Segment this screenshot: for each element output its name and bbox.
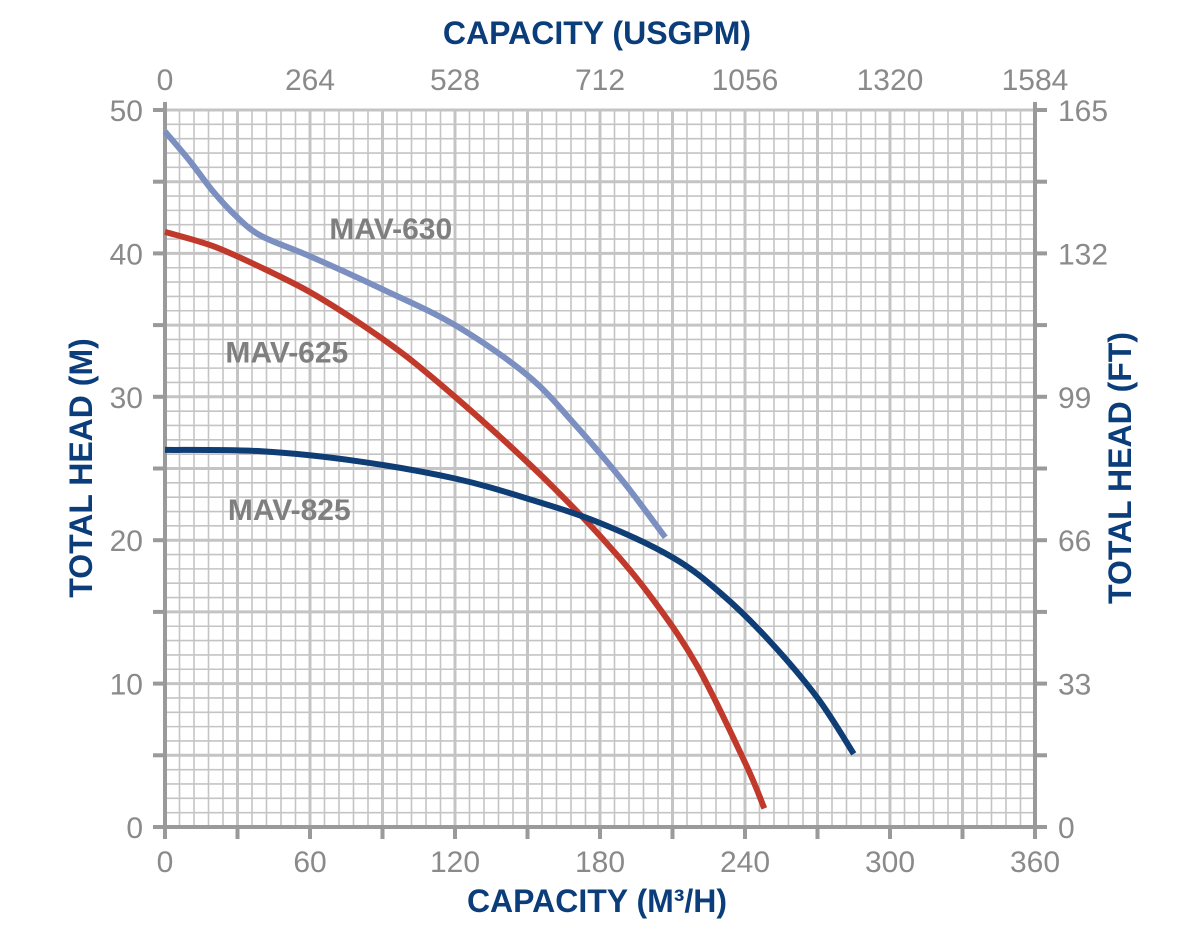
y2-tick-label: 99 bbox=[1058, 382, 1091, 415]
y-tick-label: 50 bbox=[110, 95, 143, 128]
x2-tick-label: 1056 bbox=[712, 64, 779, 97]
y2-tick-label: 132 bbox=[1058, 238, 1108, 271]
x2-tick-label: 1320 bbox=[857, 64, 924, 97]
x2-tick-label: 712 bbox=[575, 64, 625, 97]
x2-tick-label: 0 bbox=[157, 64, 174, 97]
x-tick-label: 300 bbox=[865, 846, 915, 879]
series-line-mav-630 bbox=[162, 129, 668, 540]
series-label-mav-630: MAV-630 bbox=[329, 213, 452, 246]
x2-tick-label: 528 bbox=[430, 64, 480, 97]
y-tick-label: 10 bbox=[110, 669, 143, 702]
y-tick-label: 20 bbox=[110, 525, 143, 558]
x-tick-label: 180 bbox=[575, 846, 625, 879]
series-labels: MAV-630 MAV-625 MAV-825 bbox=[225, 213, 452, 527]
y2-tick-label: 165 bbox=[1058, 95, 1108, 128]
y-axis-title: TOTAL HEAD (M) bbox=[63, 338, 99, 598]
x2-tick-label: 264 bbox=[285, 64, 335, 97]
x-tick-label: 120 bbox=[430, 846, 480, 879]
series-lines bbox=[162, 129, 857, 810]
y2-tick-label: 66 bbox=[1058, 525, 1091, 558]
y-tick-label: 30 bbox=[110, 382, 143, 415]
y2-axis-title: TOTAL HEAD (FT) bbox=[1102, 332, 1138, 604]
series-label-mav-625: MAV-625 bbox=[225, 336, 348, 369]
grid bbox=[163, 108, 1037, 829]
y-tick-label: 0 bbox=[126, 812, 143, 845]
x2-axis-title: CAPACITY (USGPM) bbox=[443, 15, 751, 51]
x-tick-label: 240 bbox=[720, 846, 770, 879]
x-tick-label: 0 bbox=[157, 846, 174, 879]
y2-tick-label: 0 bbox=[1058, 812, 1075, 845]
y-tick-label: 40 bbox=[110, 238, 143, 271]
series-line-mav-625 bbox=[164, 229, 768, 810]
x2-tick-label: 1584 bbox=[1002, 64, 1069, 97]
y2-tick-label: 33 bbox=[1058, 669, 1091, 702]
axes bbox=[153, 102, 1047, 839]
series-label-mav-825: MAV-825 bbox=[228, 494, 351, 527]
series-line-mav-825 bbox=[164, 446, 857, 756]
x-tick-label: 360 bbox=[1010, 846, 1060, 879]
x-tick-label: 60 bbox=[293, 846, 326, 879]
x-axis-title: CAPACITY (M³/H) bbox=[467, 883, 727, 919]
